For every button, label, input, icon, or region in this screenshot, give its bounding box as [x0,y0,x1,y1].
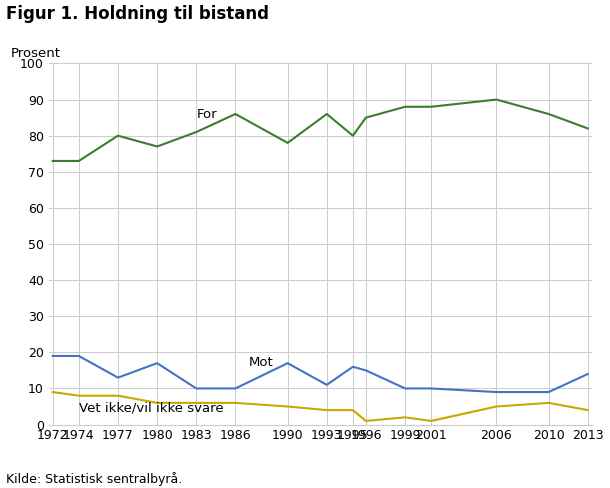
Text: Figur 1. Holdning til bistand: Figur 1. Holdning til bistand [6,5,269,23]
Text: Mot: Mot [248,356,273,368]
Text: Vet ikke/vil ikke svare: Vet ikke/vil ikke svare [79,401,223,414]
Text: For: For [196,108,217,121]
Text: Prosent: Prosent [11,47,61,60]
Text: Kilde: Statistisk sentralbyrå.: Kilde: Statistisk sentralbyrå. [6,471,182,486]
